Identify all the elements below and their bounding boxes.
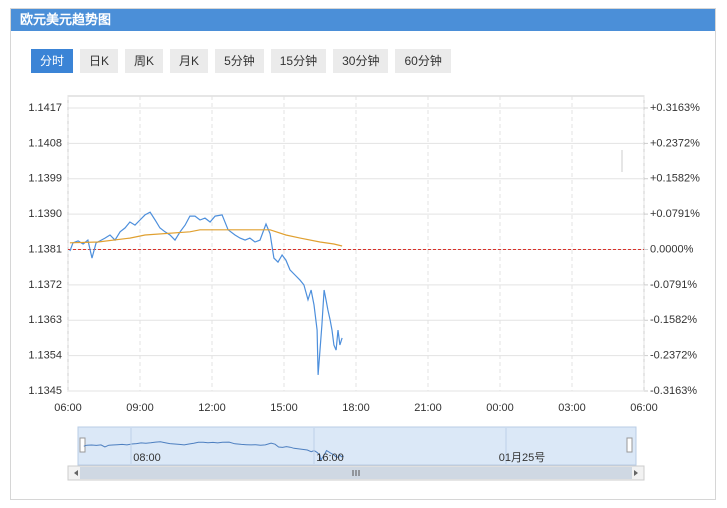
y2-tick-label: +0.0791% xyxy=(650,208,700,220)
x-tick-label: 00:00 xyxy=(486,402,514,414)
tab[interactable]: 15分钟 xyxy=(270,49,327,73)
y2-tick-label: +0.2372% xyxy=(650,137,700,149)
y-tick-label: 1.1345 xyxy=(28,385,62,397)
navigator-label: 01月25号 xyxy=(499,451,545,464)
y-tick-label: 1.1381 xyxy=(28,243,62,255)
tab-bar: 分时 日K 周K 月K 5分钟 15分钟 30分钟 60分钟 xyxy=(31,49,451,73)
y2-tick-label: -0.2372% xyxy=(650,350,697,362)
tab[interactable]: 30分钟 xyxy=(333,49,389,73)
tab[interactable]: 月K xyxy=(170,49,209,73)
x-tick-label: 03:00 xyxy=(558,402,586,414)
y-tick-label: 1.1372 xyxy=(28,279,62,291)
navigator-handle[interactable] xyxy=(79,437,86,453)
y2-tick-label: +0.3163% xyxy=(650,102,700,114)
navigator-handle[interactable] xyxy=(626,437,633,453)
navigator xyxy=(77,426,637,466)
tab[interactable]: 日K xyxy=(80,49,119,73)
y-tick-label: 1.1363 xyxy=(28,314,62,326)
y2-tick-label: 0.0000% xyxy=(650,243,694,255)
y2-tick-label: -0.0791% xyxy=(650,279,697,291)
y-tick-label: 1.1354 xyxy=(28,350,62,362)
y-tick-label: 1.1417 xyxy=(28,102,62,114)
tab[interactable]: 周K xyxy=(125,49,164,73)
y-tick-label: 1.1399 xyxy=(28,173,62,185)
panel: 欧元美元趋势图 分时 日K 周K 月K 5分钟 15分钟 30分钟 60分钟 xyxy=(10,8,716,500)
scroll-grip xyxy=(352,470,360,476)
y-tick-label: 1.1408 xyxy=(28,137,62,149)
x-tick-label: 09:00 xyxy=(126,402,154,414)
y2-tick-label: +0.1582% xyxy=(650,173,700,185)
navigator-label: 08:00 xyxy=(133,452,161,464)
tab[interactable]: 60分钟 xyxy=(395,49,451,73)
y2-tick-label: -0.3163% xyxy=(650,385,697,397)
x-tick-label: 18:00 xyxy=(342,402,370,414)
y-tick-label: 1.1390 xyxy=(28,208,62,220)
x-tick-label: 06:00 xyxy=(54,402,82,414)
navigator-label: 16:00 xyxy=(316,452,344,464)
tab[interactable]: 5分钟 xyxy=(215,49,264,73)
y2-tick-label: -0.1582% xyxy=(650,314,697,326)
tab[interactable]: 分时 xyxy=(31,49,74,73)
x-tick-label: 06:00 xyxy=(630,402,658,414)
price-line xyxy=(69,211,343,375)
price-line xyxy=(69,229,343,247)
x-tick-label: 15:00 xyxy=(270,402,298,414)
panel-title: 欧元美元趋势图 xyxy=(11,9,715,31)
x-tick-label: 12:00 xyxy=(198,402,226,414)
x-tick-label: 21:00 xyxy=(414,402,442,414)
